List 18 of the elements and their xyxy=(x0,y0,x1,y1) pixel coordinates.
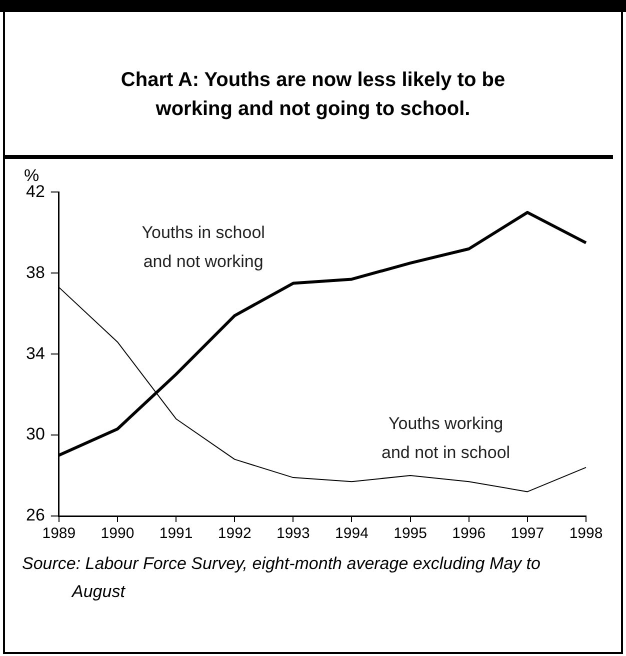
y-tick-label: 38 xyxy=(26,262,45,282)
source-note: Source: Labour Force Survey, eight-month average excluding May to August xyxy=(22,553,542,603)
x-tick-label: 1991 xyxy=(159,525,193,542)
y-tick-label: 34 xyxy=(26,344,45,363)
y-tick-label: 30 xyxy=(26,424,45,444)
chart-title: Chart A: Youths are now less likely to be working and not going to school. xyxy=(120,68,506,122)
series-label: Youths working and not in school xyxy=(382,414,510,462)
x-tick-label: 1994 xyxy=(335,525,368,542)
x-tick-label: 1989 xyxy=(42,525,76,542)
x-tick-label: 1993 xyxy=(276,525,310,542)
y-tick-label: 26 xyxy=(26,506,45,525)
series-label: Youths in school and not working xyxy=(142,222,265,271)
x-tick-label: 1996 xyxy=(452,525,486,542)
x-tick-label: 1997 xyxy=(510,525,544,542)
x-tick-label: 1995 xyxy=(394,525,427,542)
x-tick-label: 1992 xyxy=(218,525,252,542)
x-tick-label: 1990 xyxy=(100,525,134,542)
x-tick-label: 1998 xyxy=(569,525,603,542)
